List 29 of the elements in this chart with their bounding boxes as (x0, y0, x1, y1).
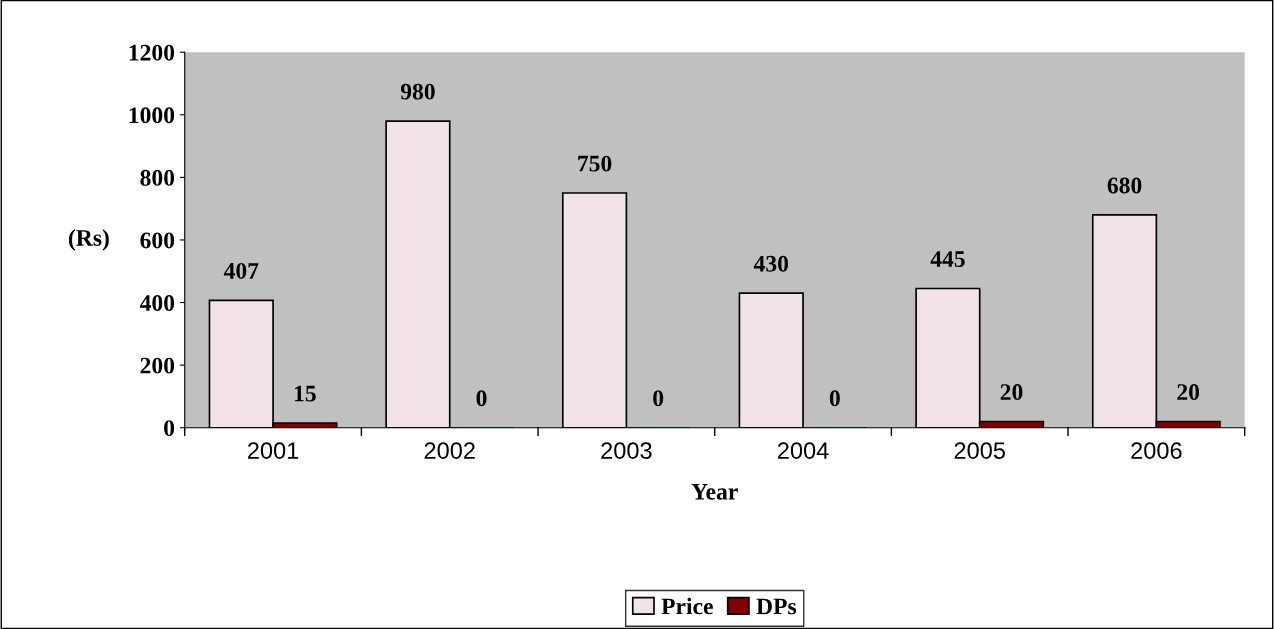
y-tick-label: 0 (164, 420, 175, 437)
legend-label: Price (661, 597, 713, 615)
data-label: 0 (476, 390, 487, 407)
data-label: 680 (1107, 177, 1142, 194)
y-tick-label: 800 (140, 169, 175, 186)
data-label: 20 (1177, 384, 1200, 400)
y-tick-label: 200 (140, 357, 175, 374)
y-axis-title: (Rs) (68, 229, 109, 251)
y-tick-label: 400 (139, 295, 175, 311)
x-tick-label: 2001 (247, 442, 299, 459)
x-axis-title: Year (691, 483, 738, 500)
data-label: 980 (400, 83, 435, 100)
y-tick-label: 1200 (129, 44, 175, 61)
x-tick-label: 2005 (954, 442, 1005, 459)
data-label: 445 (930, 251, 965, 267)
data-label: 0 (829, 390, 840, 407)
x-tick-label: 2002 (424, 442, 475, 459)
data-label: 750 (578, 155, 612, 172)
legend-label: DPs (756, 598, 797, 615)
x-tick-label: 2004 (777, 442, 829, 459)
data-label: 407 (223, 262, 259, 279)
x-tick-label: 2003 (601, 442, 652, 459)
data-label: 20 (1000, 384, 1023, 400)
data-label: 15 (294, 385, 316, 402)
y-tick-label: 1000 (129, 107, 175, 124)
data-label: 0 (653, 390, 664, 407)
y-tick-label: 600 (140, 232, 175, 249)
data-label: 430 (753, 255, 789, 272)
x-tick-label: 2006 (1131, 442, 1182, 459)
